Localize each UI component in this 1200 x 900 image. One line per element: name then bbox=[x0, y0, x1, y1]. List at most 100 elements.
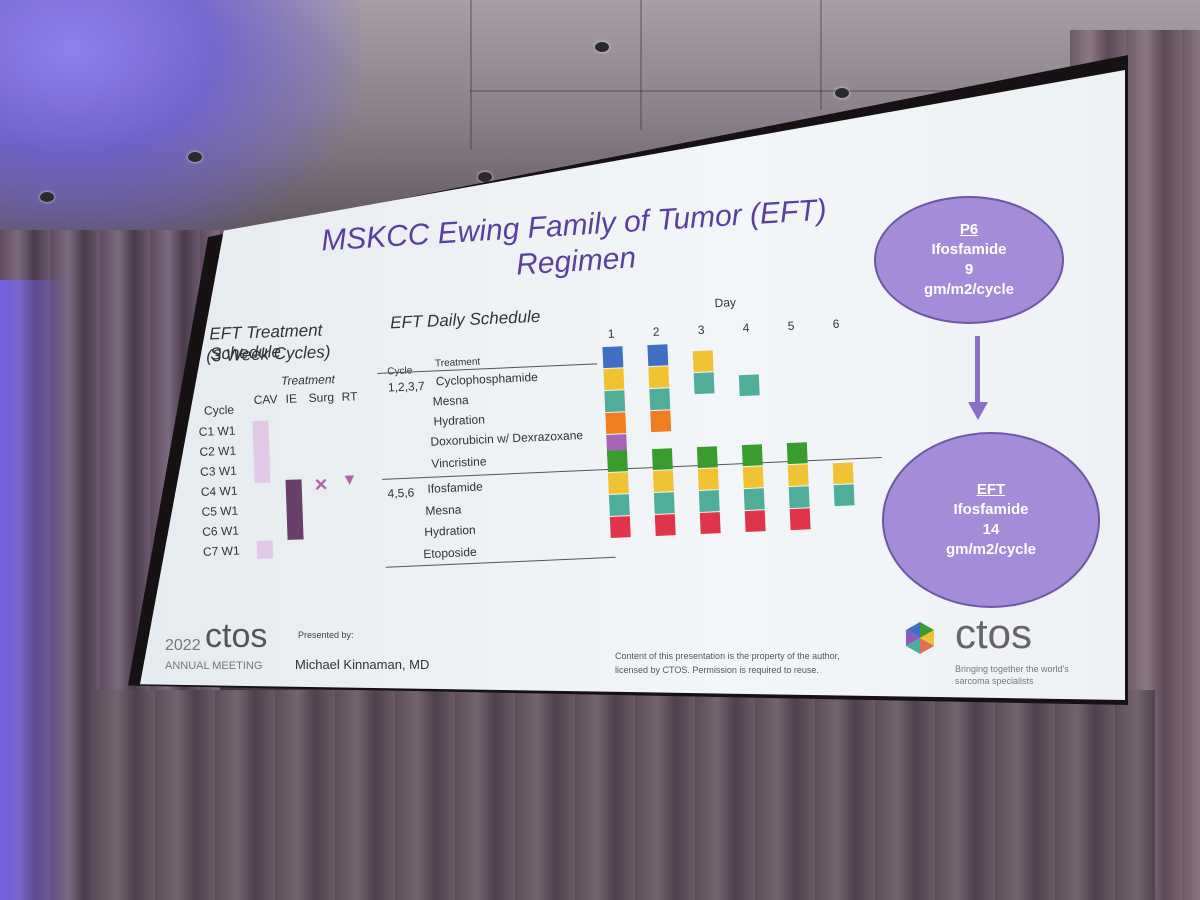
cell-doxorubicin-day1 bbox=[605, 412, 627, 435]
cell-hydration2-day5 bbox=[788, 486, 810, 509]
row-c3: C3 W1 bbox=[199, 463, 238, 479]
cell-hydration2-day2 bbox=[653, 492, 675, 515]
column-surg: Surg bbox=[308, 390, 335, 406]
tagline-line2: sarcoma specialists bbox=[955, 676, 1034, 686]
column-rt: RT bbox=[341, 389, 358, 404]
group1-treatment-4: Doxorubicin w/ Dexrazoxane bbox=[430, 428, 584, 449]
cell-ifosfamide-day5 bbox=[786, 442, 808, 465]
p6-dose-circle: P6 Ifosfamide 9 gm/m2/cycle bbox=[874, 196, 1064, 324]
ie-bar-c4-c6 bbox=[285, 479, 304, 540]
footer-meeting: ANNUAL MEETING bbox=[165, 660, 263, 672]
footer-year: 2022 bbox=[165, 637, 201, 654]
group1-treatment-2: Mesna bbox=[432, 393, 469, 409]
day-label: Day bbox=[714, 295, 737, 311]
group2-treatment-4: Etoposide bbox=[422, 544, 477, 562]
eft-dose-circle: EFT Ifosfamide 14 gm/m2/cycle bbox=[882, 432, 1100, 608]
daily-schedule-title: EFT Daily Schedule bbox=[389, 306, 541, 333]
down-arrow bbox=[968, 336, 988, 424]
cell-cyclophosphamide-day2 bbox=[647, 344, 669, 367]
group2-treatment-2: Mesna bbox=[425, 502, 462, 518]
daily-treatment-header: Treatment bbox=[434, 356, 481, 370]
cav-bar-c7 bbox=[256, 540, 274, 559]
eft-unit: gm/m2/cycle bbox=[945, 541, 1037, 558]
cell-hydration2-day4 bbox=[743, 488, 765, 511]
cell-hydration-day3 bbox=[693, 372, 715, 395]
cell-cyclophosphamide-day1 bbox=[602, 346, 624, 369]
cell-hydration-day1 bbox=[604, 390, 626, 413]
cell-mesna2-day2 bbox=[652, 470, 674, 493]
cell-mesna-day2 bbox=[648, 366, 670, 389]
eft-label: EFT bbox=[976, 481, 1006, 498]
group2-treatment-1: Ifosfamide bbox=[427, 479, 484, 496]
cell-mesna-day1 bbox=[603, 368, 625, 391]
cell-etoposide-day5 bbox=[789, 508, 811, 531]
cell-ifosfamide-day2 bbox=[651, 448, 673, 471]
day-1: 1 bbox=[607, 326, 615, 341]
day-4: 4 bbox=[742, 320, 750, 335]
cell-mesna2-day3 bbox=[697, 468, 719, 491]
row-c7: C7 W1 bbox=[202, 543, 240, 559]
p6-unit: gm/m2/cycle bbox=[923, 281, 1015, 298]
p6-drug: Ifosfamide bbox=[931, 241, 1007, 258]
day-5: 5 bbox=[787, 318, 795, 334]
cell-etoposide-day4 bbox=[744, 510, 766, 533]
cell-etoposide-day3 bbox=[699, 512, 721, 535]
column-cav: CAV bbox=[253, 392, 278, 407]
cell-etoposide-day1 bbox=[609, 516, 631, 538]
left-curtain-light bbox=[0, 280, 70, 900]
day-2: 2 bbox=[652, 324, 660, 339]
eft-dose: 14 bbox=[982, 521, 1000, 538]
row-c6: C6 W1 bbox=[202, 523, 240, 539]
cell-hydration-day2 bbox=[649, 388, 671, 411]
cell-hydration2-day1 bbox=[608, 494, 630, 516]
cell-mesna2-day5 bbox=[787, 464, 809, 487]
group2-treatment-3: Hydration bbox=[424, 522, 476, 540]
group1-treatment-5: Vincristine bbox=[431, 454, 487, 471]
presented-by-label: Presented by: bbox=[298, 630, 354, 640]
ceiling-spotlight bbox=[595, 42, 609, 52]
ctos-logo-icon bbox=[906, 622, 934, 654]
treatment-schedule: EFT Treatment Schedule (3 Week Cycles) T… bbox=[191, 319, 374, 559]
group1-cycles: 1,2,3,7 bbox=[387, 378, 425, 395]
ceiling-tile-line bbox=[470, 0, 472, 150]
cell-hydration-day4 bbox=[738, 374, 760, 397]
p6-dose: 9 bbox=[964, 261, 974, 278]
day-6: 6 bbox=[832, 316, 840, 332]
cell-doxorubicin-day2 bbox=[650, 410, 672, 433]
cell-ifosfamide-day1 bbox=[606, 450, 628, 473]
cell-hydration2-day6 bbox=[833, 484, 855, 507]
footer-logo-text: ctos bbox=[955, 610, 1033, 657]
ceiling-light-glow bbox=[0, 0, 360, 260]
cell-etoposide-day2 bbox=[654, 514, 676, 536]
daily-schedule: EFT Daily Schedule Day 1 2 3 4 5 6 Cycle… bbox=[375, 287, 886, 569]
eft-drug: Ifosfamide bbox=[953, 501, 1029, 518]
day-3: 3 bbox=[697, 322, 705, 337]
footer-brand: ctos bbox=[205, 617, 268, 655]
group1-treatment-3: Hydration bbox=[433, 412, 486, 429]
cell-ifosfamide-day4 bbox=[741, 444, 763, 467]
ceiling-tile-line bbox=[470, 90, 1070, 92]
row-c2: C2 W1 bbox=[199, 443, 237, 459]
ceiling-spotlight bbox=[40, 192, 54, 202]
cell-mesna-day3 bbox=[692, 350, 714, 373]
cell-hydration2-day3 bbox=[698, 490, 720, 513]
row-c1: C1 W1 bbox=[198, 423, 236, 439]
cell-mesna2-day4 bbox=[742, 466, 764, 489]
ceiling-spotlight bbox=[188, 152, 202, 162]
row-c4: C4 W1 bbox=[200, 483, 238, 499]
cell-mesna2-day1 bbox=[607, 472, 629, 494]
cell-mesna2-day6 bbox=[832, 462, 854, 485]
copyright-line2: licensed by CTOS. Permission is required… bbox=[615, 665, 819, 675]
surgery-mark: × bbox=[314, 471, 328, 497]
cell-ifosfamide-day3 bbox=[696, 446, 718, 469]
copyright-line1: Content of this presentation is the prop… bbox=[615, 651, 840, 661]
tagline-line1: Bringing together the world's bbox=[955, 664, 1069, 674]
ceiling-tile-line bbox=[820, 0, 822, 110]
row-c5: C5 W1 bbox=[201, 503, 239, 519]
treatment-schedule-title-line2: (3 Week Cycles) bbox=[205, 342, 331, 366]
group1-treatment-1: Cyclophosphamide bbox=[435, 369, 539, 389]
column-ie: IE bbox=[285, 391, 298, 406]
cav-bar-c1-c3 bbox=[252, 420, 271, 484]
p6-label: P6 bbox=[959, 221, 979, 238]
group2-cycles: 4,5,6 bbox=[387, 485, 415, 501]
